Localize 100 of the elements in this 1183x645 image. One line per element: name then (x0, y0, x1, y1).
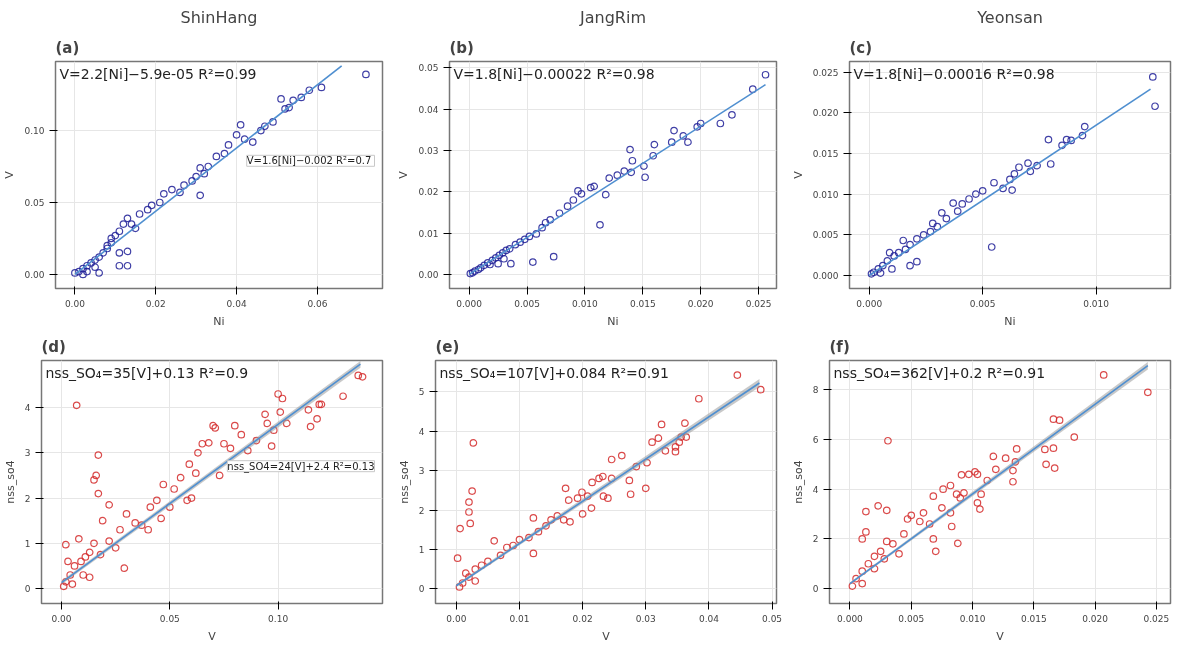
point (119, 220, 128, 228)
point (938, 504, 946, 512)
point (511, 240, 520, 249)
point (1080, 122, 1089, 131)
point (224, 141, 233, 149)
point (1026, 167, 1035, 176)
y-axis-title: nss_so4 (397, 460, 411, 504)
point (972, 190, 980, 198)
point (516, 238, 524, 247)
y-tick-label: 4 (24, 403, 31, 414)
y-tick-label: 2 (812, 534, 819, 545)
point (946, 508, 955, 517)
point (91, 256, 99, 264)
x-tick-label: 0.000 (837, 613, 864, 624)
point (965, 195, 973, 203)
point (289, 96, 298, 105)
y-tick-label: 0.01 (418, 228, 439, 239)
point (977, 490, 985, 499)
point (885, 248, 894, 257)
annotation: V=1.8[Ni]−0.00016 R²=0.98 (853, 65, 1055, 82)
point (507, 259, 515, 268)
point (188, 177, 196, 185)
point (256, 126, 265, 135)
point (277, 95, 285, 103)
point (958, 200, 967, 208)
y-tick-label: 2 (24, 493, 31, 504)
point (978, 187, 987, 195)
point (103, 244, 112, 253)
point (1099, 371, 1108, 379)
x-tick-label: 0.04 (226, 298, 247, 309)
y-tick-label: 8 (812, 385, 819, 396)
x-tick-label: 0.015 (629, 298, 656, 309)
y-tick-label: 0.05 (418, 63, 439, 74)
point (1041, 445, 1049, 454)
point (317, 83, 326, 92)
y-axis-title: V (397, 170, 411, 179)
point (601, 190, 610, 199)
point (1008, 186, 1017, 194)
y-tick-label: 4 (418, 426, 425, 437)
y-tick-label: 0.02 (418, 187, 439, 198)
x-tick-label: 0.10 (268, 613, 289, 624)
point (971, 467, 979, 476)
point (261, 122, 269, 131)
x-tick-label: 0.025 (1143, 613, 1170, 624)
x-tick-label: 0.010 (572, 298, 599, 309)
point (987, 243, 996, 251)
point (876, 269, 885, 277)
point (281, 105, 289, 113)
point (882, 537, 891, 546)
point (667, 138, 676, 146)
point (895, 549, 903, 558)
point (91, 263, 99, 272)
point (870, 564, 879, 573)
point (862, 528, 870, 536)
point (532, 230, 541, 238)
chart-subtitle: (e) (435, 337, 460, 356)
x-tick-label: 0.005 (514, 298, 540, 309)
point (929, 535, 938, 543)
point (95, 253, 103, 261)
y-tick-label: 0 (812, 584, 819, 595)
point (248, 138, 257, 146)
point (748, 85, 757, 94)
point (888, 265, 896, 273)
point (649, 151, 658, 160)
point (880, 554, 889, 563)
point (931, 547, 940, 556)
point (670, 126, 678, 135)
point (913, 257, 921, 266)
y-tick-label: 0.000 (812, 270, 839, 281)
point (488, 256, 497, 265)
point (640, 162, 648, 170)
point (1055, 416, 1064, 424)
point (991, 465, 1000, 474)
point (87, 259, 95, 267)
point (498, 249, 507, 257)
point (143, 205, 152, 214)
point (135, 210, 144, 218)
y-tick-label: 5 (418, 387, 425, 398)
point (269, 118, 277, 126)
point (123, 214, 132, 223)
point (870, 552, 879, 561)
point (999, 184, 1007, 193)
point (83, 261, 91, 270)
point (192, 172, 201, 181)
point (168, 185, 176, 194)
x-tick-label: 0.05 (762, 613, 783, 624)
point (1058, 141, 1066, 150)
point (176, 188, 184, 197)
point (71, 269, 79, 277)
point (650, 140, 659, 149)
point (115, 227, 124, 236)
point (882, 506, 891, 515)
point (876, 547, 885, 556)
point (83, 267, 91, 276)
x-tick-label: 0.02 (572, 613, 593, 624)
y-tick-label: 2 (418, 505, 425, 516)
y-tick-label: 0.05 (24, 197, 45, 208)
point (949, 199, 958, 207)
point (928, 219, 937, 228)
chart-subtitle: (d) (41, 337, 66, 356)
